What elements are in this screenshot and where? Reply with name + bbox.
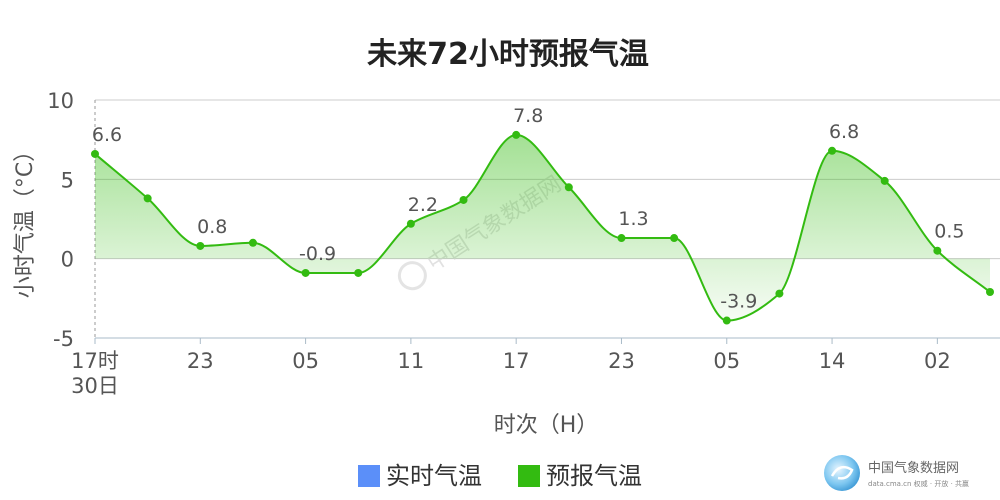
x-axis-title: 时次（H） [494,413,599,438]
y-axis-ticks: 10 5 0 -5 [47,89,74,351]
weather-swirl-logo-icon [824,455,860,491]
data-label: 0.5 [934,221,964,243]
data-label: 7.8 [513,105,543,127]
x-tick-label: 17时 [71,349,119,373]
legend: 实时气温 预报气温 [358,462,642,490]
brand-logo: 中国气象数据网 data.cma.cn 权威 · 开放 · 共赢 [824,455,969,491]
x-tick-label: 05 [713,349,740,373]
data-label: 2.2 [408,194,438,216]
y-tick-label: 10 [47,89,74,113]
data-label: -3.9 [720,291,757,313]
data-point[interactable] [722,316,731,325]
watermark-logo-icon [397,261,427,291]
data-point[interactable] [406,219,415,228]
brand-subtitle: data.cma.cn 权威 · 开放 · 共赢 [868,479,969,488]
chart-title: 未来72小时预报气温 [367,37,649,72]
x-tick-label: 11 [398,349,425,373]
y-tick-label: 0 [61,248,74,272]
legend-swatch-forecast [518,465,540,487]
y-tick-label: 5 [61,168,74,192]
swirl-mark-icon [830,465,854,480]
x-tick-label: 23 [187,349,214,373]
data-point[interactable] [986,287,994,296]
data-point[interactable] [354,268,363,277]
data-label: 6.8 [829,121,859,143]
y-axis-title: 小时气温（°C） [13,140,38,298]
data-point[interactable] [564,183,573,192]
x-tick-label: 02 [924,349,951,373]
y-tick-label: -5 [53,327,74,351]
legend-label-forecast: 预报气温 [546,462,642,490]
data-point[interactable] [670,234,679,243]
data-point[interactable] [301,268,310,277]
data-point[interactable] [828,146,837,155]
data-label: 0.8 [197,216,227,238]
x-tick-label: 17 [503,349,530,373]
data-label: -0.9 [299,243,336,265]
legend-item-realtime[interactable]: 实时气温 [358,462,482,490]
legend-label-realtime: 实时气温 [386,462,482,490]
data-point[interactable] [933,246,942,255]
data-point[interactable] [617,234,626,243]
data-point[interactable] [196,241,205,250]
x-tick-label: 05 [292,349,319,373]
legend-item-forecast[interactable]: 预报气温 [518,462,642,490]
x-tick-label: 23 [608,349,635,373]
data-point[interactable] [143,194,152,203]
data-point[interactable] [775,289,784,298]
series-forecast [94,133,991,322]
data-point[interactable] [459,195,468,204]
x-tick-sublabel: 30日 [71,374,119,398]
legend-swatch-realtime [358,465,380,487]
data-labels: 6.6 0.8 -0.9 2.2 7.8 1.3 -3.9 6.8 0.5 [92,105,965,313]
data-point[interactable] [512,130,521,139]
data-label: 1.3 [618,208,648,230]
series-area-fill [95,134,990,321]
x-tick-label: 14 [819,349,846,373]
brand-name: 中国气象数据网 [868,460,959,476]
series-points [91,130,994,325]
data-point[interactable] [880,176,889,185]
data-point[interactable] [248,238,257,247]
data-point[interactable] [91,149,99,158]
data-label: 6.6 [92,124,122,146]
